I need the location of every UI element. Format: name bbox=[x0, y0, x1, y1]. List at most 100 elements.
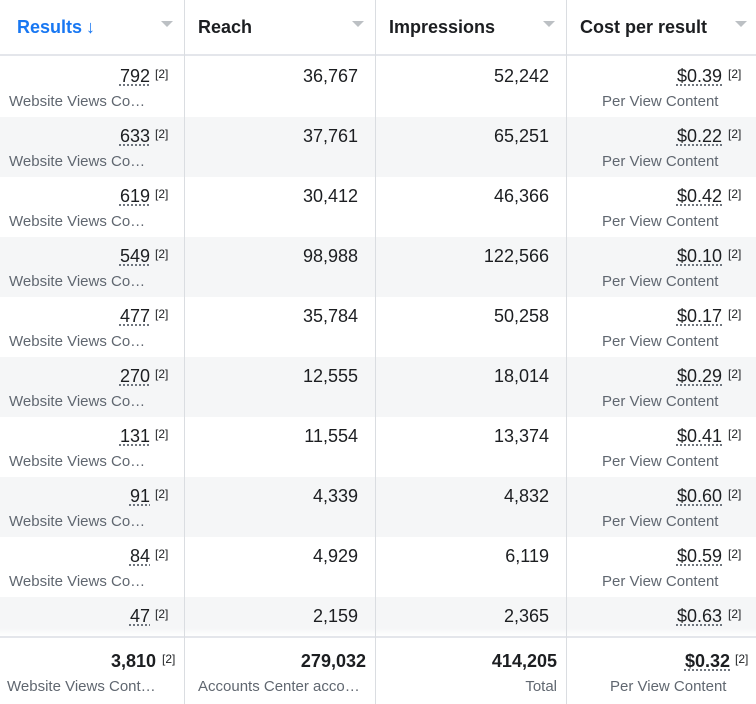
table-totals-row: 3,810 [2] Website Views Cont… 279,032 Ac… bbox=[0, 636, 756, 704]
reference-marker: [2] bbox=[155, 67, 169, 81]
table-header: Results ↓ Reach Impressions Cost per res… bbox=[0, 0, 756, 56]
reference-marker: [2] bbox=[155, 487, 169, 501]
table-row: 619 [2] Website Views Co… 30,412 46,366 $0.42… bbox=[0, 177, 756, 237]
cost-per-result-value[interactable]: $0.41 bbox=[676, 426, 722, 446]
results-value[interactable]: 131 bbox=[119, 426, 150, 446]
column-header-impressions[interactable]: Impressions bbox=[389, 0, 495, 54]
reference-marker: [2] bbox=[155, 307, 169, 321]
column-divider[interactable] bbox=[566, 0, 567, 704]
total-cost-value[interactable]: $0.32 bbox=[684, 651, 730, 671]
cost-per-result-label: Per View Content bbox=[602, 153, 719, 170]
cost-per-result-value[interactable]: $0.59 bbox=[676, 546, 722, 566]
cost-per-result-value[interactable]: $0.42 bbox=[676, 186, 722, 206]
reference-marker: [2] bbox=[155, 547, 169, 561]
cost-per-result-label: Per View Content bbox=[602, 573, 719, 590]
chevron-down-icon[interactable] bbox=[352, 21, 364, 27]
column-divider[interactable] bbox=[184, 0, 185, 704]
impressions-value: 4,832 bbox=[503, 486, 549, 506]
results-type-label: Website Views Co… bbox=[9, 93, 146, 110]
cost-per-result-value[interactable]: $0.60 bbox=[676, 486, 722, 506]
reference-marker: [2] bbox=[728, 67, 742, 81]
table-row: 84 [2] Website Views Co… 4,929 6,119 $0.59 [2]… bbox=[0, 537, 756, 597]
cost-per-result-label: Per View Content bbox=[602, 93, 719, 110]
reach-value: 2,159 bbox=[312, 606, 358, 626]
column-divider[interactable] bbox=[375, 0, 376, 704]
total-results-value[interactable]: 3,810 bbox=[110, 651, 156, 671]
chevron-down-icon[interactable] bbox=[735, 21, 747, 27]
reference-marker: [2] bbox=[155, 427, 169, 441]
reference-marker: [2] bbox=[155, 247, 169, 261]
reference-marker: [2] bbox=[155, 127, 169, 141]
reference-marker: [2] bbox=[728, 127, 742, 141]
cost-per-result-label: Per View Content bbox=[602, 453, 719, 470]
column-header-results[interactable]: Results ↓ bbox=[17, 0, 95, 54]
reference-marker: [2] bbox=[728, 427, 742, 441]
total-impressions-value: 414,205 bbox=[491, 651, 557, 671]
table-body: 792 [2] Website Views Co… 36,767 52,242 $0.39… bbox=[0, 57, 756, 636]
results-value[interactable]: 91 bbox=[129, 486, 150, 506]
results-type-label: Website Views Co… bbox=[9, 453, 146, 470]
chevron-down-icon[interactable] bbox=[161, 21, 173, 27]
sort-arrow-icon: ↓ bbox=[86, 16, 96, 37]
reach-value: 11,554 bbox=[304, 426, 358, 446]
table-row: 633 [2] Website Views Co… 37,761 65,251 $0.22… bbox=[0, 117, 756, 177]
cost-per-result-value[interactable]: $0.29 bbox=[676, 366, 722, 386]
column-header-reach[interactable]: Reach bbox=[198, 0, 252, 54]
reach-value: 37,761 bbox=[302, 126, 358, 146]
cost-per-result-value[interactable]: $0.39 bbox=[676, 66, 722, 86]
reference-marker: [2] bbox=[155, 607, 169, 621]
column-label-cost-per-result: Cost per result bbox=[580, 16, 708, 37]
reference-marker: [2] bbox=[728, 487, 742, 501]
reference-marker: [2] bbox=[728, 607, 742, 621]
impressions-value: 122,566 bbox=[483, 246, 549, 266]
cost-per-result-label: Per View Content bbox=[602, 213, 719, 230]
total-impressions-label: Total bbox=[525, 678, 557, 695]
results-type-label: Website Views Co… bbox=[9, 573, 146, 590]
cost-per-result-value[interactable]: $0.63 bbox=[676, 606, 722, 626]
table-row: 131 [2] Website Views Co… 11,554 13,374 $0.41… bbox=[0, 417, 756, 477]
column-header-cost-per-result[interactable]: Cost per result bbox=[580, 0, 707, 54]
table-row: 792 [2] Website Views Co… 36,767 52,242 $0.39… bbox=[0, 57, 756, 117]
impressions-value: 18,014 bbox=[493, 366, 549, 386]
cost-per-result-value[interactable]: $0.17 bbox=[676, 306, 722, 326]
results-value[interactable]: 84 bbox=[129, 546, 150, 566]
reach-value: 4,929 bbox=[312, 546, 358, 566]
results-type-label: Website Views Co… bbox=[9, 153, 146, 170]
impressions-value: 46,366 bbox=[493, 186, 549, 206]
column-label-impressions: Impressions bbox=[389, 16, 496, 37]
results-value[interactable]: 477 bbox=[119, 306, 150, 326]
cost-per-result-label: Per View Content bbox=[602, 513, 719, 530]
reference-marker: [2] bbox=[728, 547, 742, 561]
impressions-value: 52,242 bbox=[493, 66, 549, 86]
cost-per-result-value[interactable]: $0.22 bbox=[676, 126, 722, 146]
impressions-value: 2,365 bbox=[503, 606, 549, 626]
reference-marker: [2] bbox=[162, 652, 176, 666]
impressions-value: 50,258 bbox=[493, 306, 549, 326]
cost-per-result-value[interactable]: $0.10 bbox=[676, 246, 722, 266]
results-value[interactable]: 270 bbox=[119, 366, 150, 386]
reference-marker: [2] bbox=[728, 307, 742, 321]
results-value[interactable]: 633 bbox=[119, 126, 150, 146]
results-value[interactable]: 47 bbox=[129, 606, 150, 626]
reach-value: 98,988 bbox=[302, 246, 358, 266]
reach-value: 36,767 bbox=[302, 66, 358, 86]
reach-value: 4,339 bbox=[312, 486, 358, 506]
results-value[interactable]: 792 bbox=[119, 66, 150, 86]
results-type-label: Website Views Co… bbox=[9, 213, 146, 230]
reach-value: 35,784 bbox=[302, 306, 358, 326]
cost-per-result-label: Per View Content bbox=[602, 393, 719, 410]
results-type-label: Website Views Co… bbox=[9, 513, 146, 530]
impressions-value: 6,119 bbox=[505, 546, 549, 566]
table-row: 549 [2] Website Views Co… 98,988 122,566 $0.1… bbox=[0, 237, 756, 297]
results-type-label: Website Views Co… bbox=[9, 273, 146, 290]
reach-value: 12,555 bbox=[302, 366, 358, 386]
impressions-value: 13,374 bbox=[493, 426, 549, 446]
reference-marker: [2] bbox=[735, 652, 749, 666]
total-cost-label: Per View Content bbox=[610, 678, 727, 695]
table-row: 477 [2] Website Views Co… 35,784 50,258 $0.17… bbox=[0, 297, 756, 357]
chevron-down-icon[interactable] bbox=[543, 21, 555, 27]
results-value[interactable]: 619 bbox=[119, 186, 150, 206]
column-label-results: Results bbox=[17, 16, 83, 37]
results-value[interactable]: 549 bbox=[119, 246, 150, 266]
